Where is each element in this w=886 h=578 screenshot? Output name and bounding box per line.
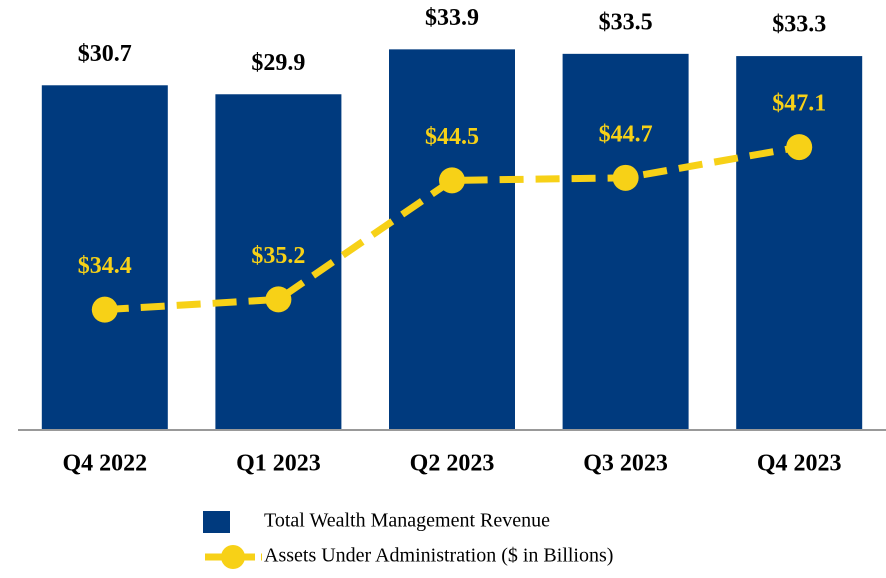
legend-swatch	[203, 511, 230, 533]
bar	[41, 85, 168, 430]
line-value-label: $34.4	[78, 253, 132, 279]
bar	[389, 49, 515, 430]
line-point	[91, 296, 118, 323]
legend-point	[221, 545, 245, 569]
line-value-label: $47.1	[772, 91, 826, 117]
bar-value-label: $33.5	[599, 9, 653, 35]
line	[104, 143, 800, 314]
x-tick-label: Q1 2023	[236, 451, 321, 477]
bar	[215, 94, 342, 430]
line-point	[265, 286, 292, 313]
bar	[562, 53, 689, 430]
bar-value-label: $33.9	[425, 5, 479, 31]
x-tick-label: Q4 2022	[62, 451, 147, 477]
x-tick-label: Q3 2023	[583, 451, 668, 477]
line-value-label: $44.7	[599, 121, 653, 147]
line-value-label: $35.2	[251, 243, 305, 269]
legend-label: Total Wealth Management Revenue	[264, 510, 550, 532]
bar-value-label: $33.3	[772, 12, 826, 38]
legend-label: Assets Under Administration ($ in Billio…	[264, 545, 613, 567]
bar-value-label: $30.7	[78, 41, 132, 67]
line-point	[786, 134, 813, 161]
bar-value-label: $29.9	[251, 50, 305, 76]
line-point	[439, 167, 465, 194]
x-tick-label: Q4 2023	[757, 451, 842, 477]
bar	[736, 56, 863, 431]
x-tick-label: Q2 2023	[410, 451, 495, 477]
line-point	[612, 164, 639, 191]
line-value-label: $44.5	[425, 124, 479, 150]
